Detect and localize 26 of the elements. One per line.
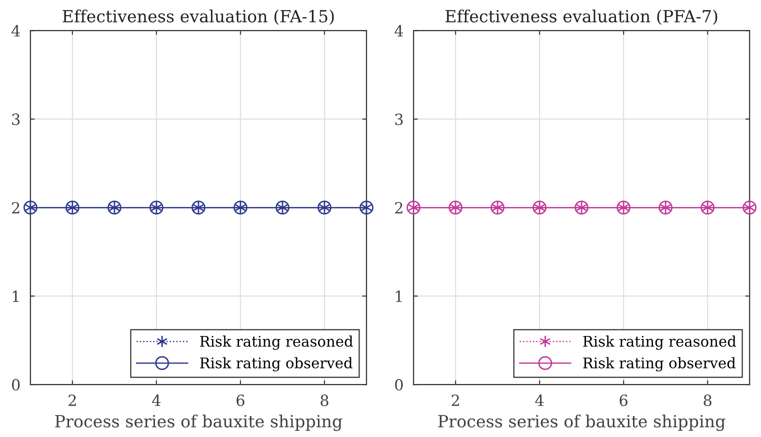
chart-title: Effectiveness evaluation (PFA-7) <box>446 10 718 25</box>
y-tick-label: 0 <box>395 379 403 391</box>
y-tick-label: 4 <box>11 25 20 36</box>
legend-label: Risk rating reasoned <box>583 336 736 350</box>
x-tick-label: 8 <box>704 394 712 406</box>
legend-label: Risk rating reasoned <box>200 336 353 350</box>
x-axis-title: Process series of bauxite shipping <box>55 414 342 431</box>
x-tick-label: 2 <box>68 394 76 406</box>
x-tick-label: 4 <box>152 394 161 406</box>
y-tick-label: 1 <box>396 290 402 302</box>
chart-title: Effectiveness evaluation (FA-15) <box>62 10 334 25</box>
legend-label: Risk rating observed <box>200 357 352 372</box>
legend-label: Risk rating observed <box>583 357 736 372</box>
x-axis-title: Process series of bauxite shipping <box>438 414 726 431</box>
x-tick-label: 2 <box>452 394 459 406</box>
y-tick-label: 3 <box>395 114 403 126</box>
y-tick-label: 3 <box>12 114 20 126</box>
y-tick-label: 2 <box>395 202 402 214</box>
x-tick-label: 8 <box>320 394 328 406</box>
y-tick-label: 1 <box>12 290 19 302</box>
y-tick-label: 0 <box>12 379 20 391</box>
y-tick-label: 2 <box>12 202 20 214</box>
x-tick-label: 6 <box>236 394 244 406</box>
x-tick-label: 4 <box>535 394 544 406</box>
x-tick-label: 6 <box>620 394 628 406</box>
y-tick-label: 4 <box>394 25 404 36</box>
